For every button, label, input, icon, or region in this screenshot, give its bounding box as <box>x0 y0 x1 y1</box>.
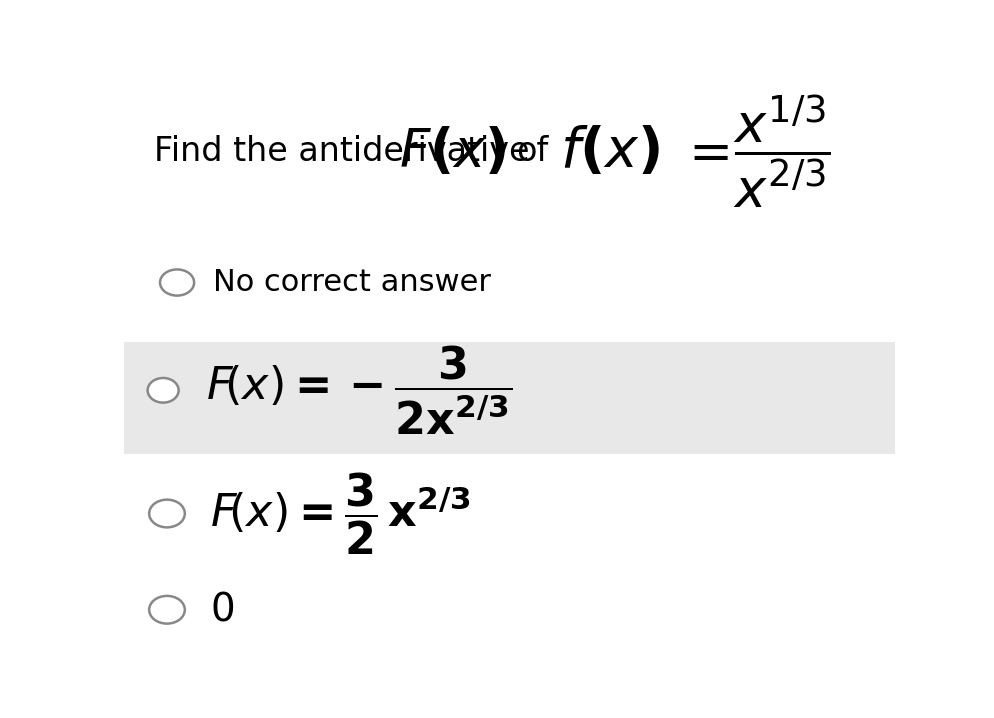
Text: of: of <box>515 135 548 168</box>
Text: $\mathbf{\mathit{F}(\mathit{x})}$: $\mathbf{\mathit{F}(\mathit{x})}$ <box>400 126 506 177</box>
Ellipse shape <box>160 269 194 296</box>
Text: $\dfrac{x^{1/3}}{x^{2/3}}$: $\dfrac{x^{1/3}}{x^{2/3}}$ <box>732 93 830 210</box>
Text: $\mathbf{\mathit{f}(\mathit{x})}$: $\mathbf{\mathit{f}(\mathit{x})}$ <box>560 125 660 179</box>
Ellipse shape <box>147 378 179 403</box>
Text: $\mathbf{\mathit{F}\!\left(\mathit{x}\right) = \dfrac{3}{2}\,x^{2/3}}$: $\mathbf{\mathit{F}\!\left(\mathit{x}\ri… <box>210 470 470 557</box>
Text: $\mathbf{\mathit{F}\!\left(\mathit{x}\right) = -\dfrac{3}{2x^{2/3}}}$: $\mathbf{\mathit{F}\!\left(\mathit{x}\ri… <box>206 344 512 437</box>
Text: $0$: $0$ <box>210 591 234 629</box>
Text: No correct answer: No correct answer <box>214 268 491 297</box>
Text: Find the antiderivative: Find the antiderivative <box>154 135 540 168</box>
FancyBboxPatch shape <box>124 342 895 454</box>
Text: $=$: $=$ <box>678 126 729 177</box>
Ellipse shape <box>149 596 185 624</box>
Ellipse shape <box>149 500 185 527</box>
